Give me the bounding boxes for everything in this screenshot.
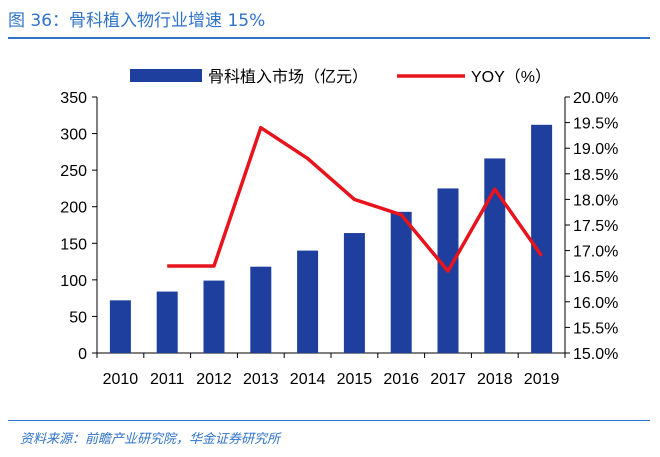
right-tick-label: 19.5% <box>573 116 618 133</box>
left-tick-label: 50 <box>69 309 87 326</box>
x-tick-label: 2010 <box>103 371 139 388</box>
source-divider <box>8 420 650 421</box>
left-tick-label: 0 <box>78 346 87 363</box>
left-tick-label: 300 <box>60 127 87 144</box>
right-tick-label: 17.0% <box>573 244 618 261</box>
figure-title: 图 36：骨科植入物行业增速 15% <box>8 11 266 31</box>
bar-2013 <box>250 266 272 353</box>
right-tick-label: 15.5% <box>573 320 618 337</box>
bar-2019 <box>531 124 553 354</box>
title-divider <box>8 37 650 39</box>
x-tick-label: 2015 <box>337 371 373 388</box>
x-tick-label: 2012 <box>196 371 232 388</box>
bar-2011 <box>156 291 178 353</box>
bar-2012 <box>203 280 225 353</box>
right-tick-label: 18.5% <box>573 167 618 184</box>
left-tick-label: 200 <box>60 200 87 217</box>
x-tick-label: 2016 <box>383 371 419 388</box>
x-tick-label: 2013 <box>243 371 279 388</box>
left-tick-label: 350 <box>60 90 87 107</box>
legend-bar-label: 骨科植入市场（亿元） <box>208 68 368 86</box>
bar-2015 <box>343 233 365 353</box>
right-tick-label: 19.0% <box>573 141 618 158</box>
legend-bar-swatch <box>130 69 202 82</box>
x-tick-label: 2019 <box>524 371 560 388</box>
right-tick-label: 15.0% <box>573 346 618 363</box>
right-tick-label: 16.5% <box>573 269 618 286</box>
bar-2010 <box>109 300 131 353</box>
x-tick-label: 2018 <box>477 371 513 388</box>
right-tick-label: 18.0% <box>573 192 618 209</box>
left-tick-label: 150 <box>60 236 87 253</box>
x-tick-label: 2017 <box>430 371 466 388</box>
right-tick-label: 17.5% <box>573 218 618 235</box>
legend-line-label: YOY（%） <box>471 68 551 86</box>
left-tick-label: 250 <box>60 163 87 180</box>
bar-2014 <box>297 250 319 353</box>
source-note: 资料来源：前瞻产业研究院，华金证券研究所 <box>20 432 281 447</box>
right-tick-label: 16.0% <box>573 295 618 312</box>
bar-2016 <box>390 211 412 353</box>
x-tick-label: 2011 <box>150 371 185 388</box>
left-tick-label: 100 <box>60 273 87 290</box>
x-tick-label: 2014 <box>290 371 326 388</box>
right-tick-label: 20.0% <box>573 90 618 107</box>
bar-2018 <box>484 158 506 353</box>
